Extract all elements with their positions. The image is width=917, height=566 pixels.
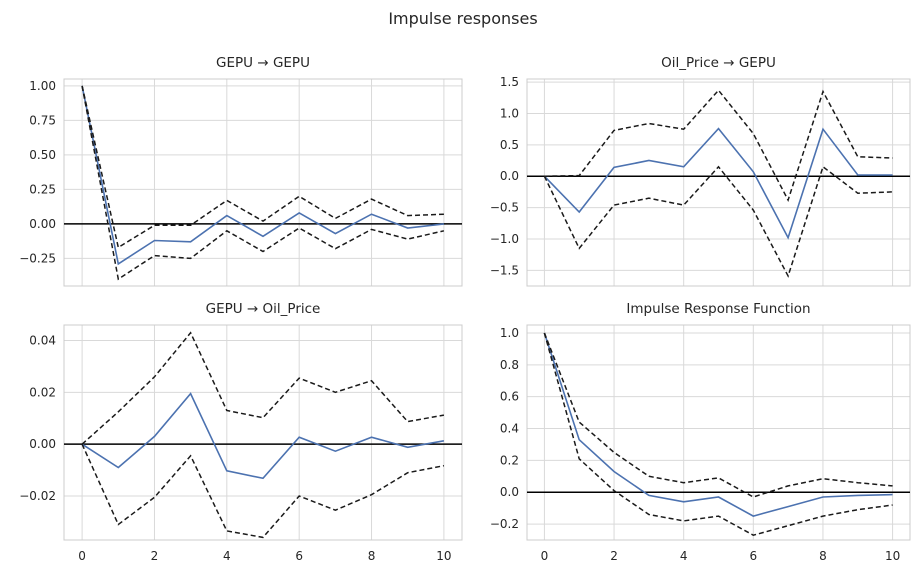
x-tick-label: 10 [436, 549, 451, 563]
plot-frame [63, 78, 463, 287]
plot-frame [63, 324, 463, 541]
figure-title: Impulse responses [388, 9, 537, 28]
y-tick-label: 0.25 [29, 182, 56, 196]
response-line [543, 332, 893, 517]
panel-title: Oil_Price → GEPU [661, 55, 776, 71]
x-tick-label: 0 [78, 549, 86, 563]
panel-title: GEPU → Oil_Price [206, 301, 321, 317]
confidence-band-lower [543, 332, 893, 537]
x-tick-label: 2 [151, 549, 159, 563]
y-tick-label: −1.0 [490, 232, 519, 246]
y-tick-label: 0.5 [500, 138, 519, 152]
chart-panel-impulse-response-function: Impulse Response Function −0.2 0.0 0.2 0.4 0.… [490, 301, 911, 563]
chart-panel-gepu-gepu: GEPU → GEPU −0.25 0.00 0.25 0.50 0.75 1.00 [19, 55, 463, 287]
y-tick-label: 0.02 [29, 385, 56, 399]
y-tick-label: 0.00 [29, 437, 56, 451]
x-tick-label: 2 [610, 549, 618, 563]
y-tick-label: −0.02 [19, 489, 56, 503]
x-tick-label: 4 [680, 549, 688, 563]
x-tick-label: 10 [885, 549, 900, 563]
chart-panel-oilprice-gepu: Oil_Price → GEPU −1.5 −1.0 −0.5 0.0 0.5 1.0 1.5 [490, 55, 911, 287]
response-line [81, 392, 445, 480]
y-tick-label: −1.5 [490, 263, 519, 277]
y-tick-label: 0.4 [500, 422, 519, 436]
panel-title: GEPU → GEPU [216, 55, 310, 71]
confidence-band-lower [543, 165, 893, 278]
y-tick-label: 0.00 [29, 217, 56, 231]
y-tick-label: −0.25 [19, 251, 56, 265]
y-tick-label: 0.04 [29, 334, 56, 348]
confidence-band-upper [81, 331, 445, 445]
y-tick-label: 1.00 [29, 79, 56, 93]
y-tick-label: −0.5 [490, 201, 519, 215]
confidence-band-upper [544, 89, 893, 203]
y-tick-label: 0.2 [500, 453, 519, 467]
chart-panel-gepu-oilprice: GEPU → Oil_Price −0.02 0.00 0.02 0.04 0 2 4 6 8 10 [19, 301, 463, 563]
plot-frame [526, 78, 911, 287]
y-tick-label: 0.50 [29, 148, 56, 162]
confidence-band-upper [543, 332, 893, 498]
y-tick-label: 0.75 [29, 113, 56, 127]
y-tick-label: 1.0 [500, 107, 519, 121]
response-line [543, 127, 893, 240]
y-tick-label: 0.8 [500, 358, 519, 372]
response-line [81, 85, 444, 266]
y-tick-label: 0.0 [500, 169, 519, 183]
y-tick-label: 1.5 [500, 75, 519, 89]
y-tick-label: 0.0 [500, 485, 519, 499]
plot-frame [526, 324, 911, 541]
x-tick-label: 4 [223, 549, 231, 563]
x-tick-label: 8 [368, 549, 376, 563]
panel-title: Impulse Response Function [626, 301, 810, 317]
x-tick-label: 6 [295, 549, 303, 563]
x-tick-label: 6 [749, 549, 757, 563]
y-tick-label: 0.6 [500, 390, 519, 404]
x-tick-label: 0 [541, 549, 549, 563]
confidence-band-lower [81, 443, 445, 539]
y-tick-label: −0.2 [490, 517, 519, 531]
y-tick-label: 1.0 [500, 326, 519, 340]
x-tick-label: 8 [819, 549, 827, 563]
confidence-band-lower [81, 85, 445, 281]
confidence-band-upper [81, 85, 444, 249]
